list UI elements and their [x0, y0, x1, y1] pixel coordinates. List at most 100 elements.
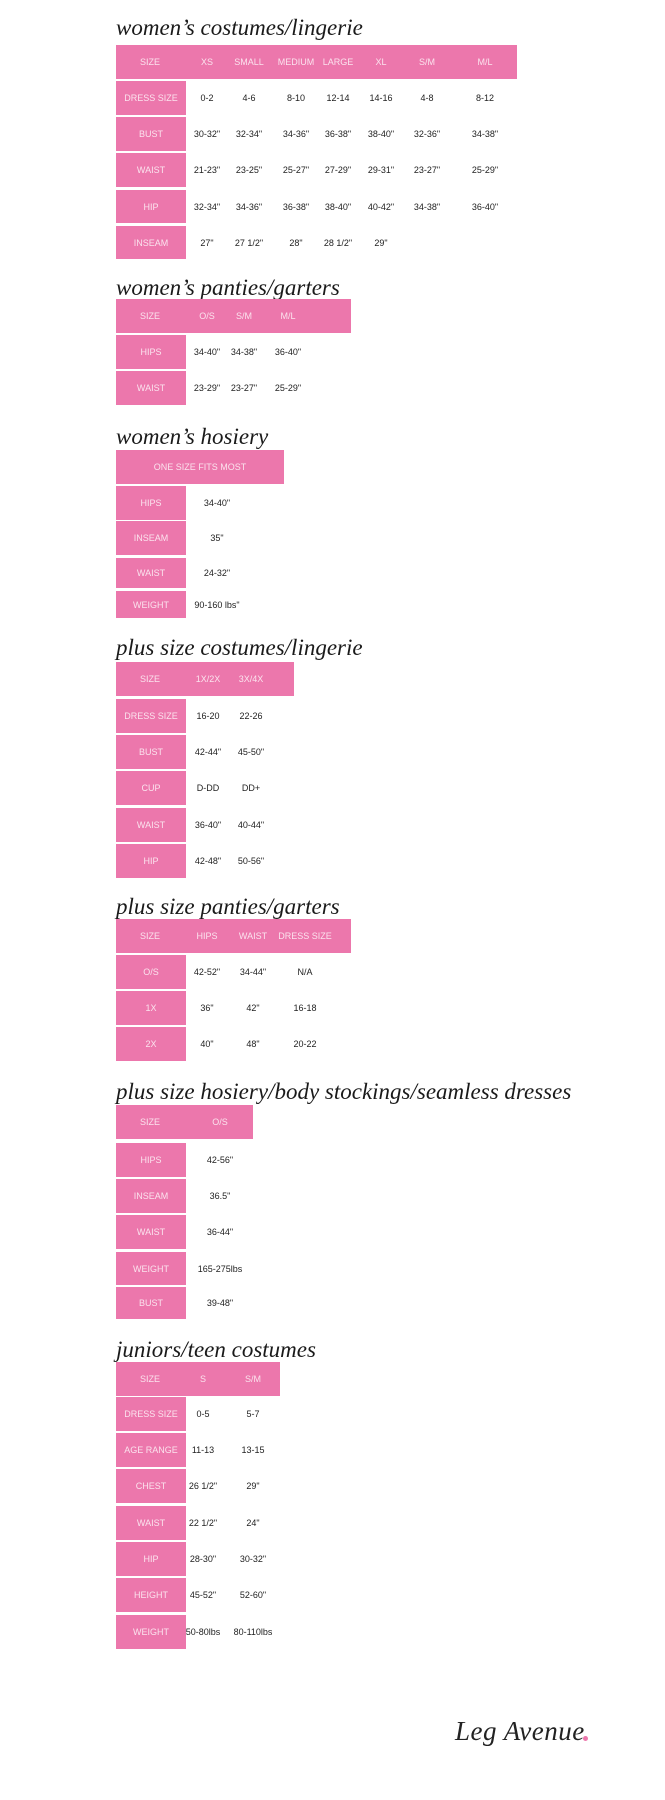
table-cell: 22-26	[239, 711, 263, 721]
row-label: HIPS	[140, 1155, 162, 1165]
table-cell: 34-36"	[235, 201, 263, 212]
header-size-label: SIZE	[139, 1374, 161, 1384]
table-cell: 5-7	[246, 1409, 260, 1419]
table-cell: 30-32"	[193, 129, 221, 139]
header-cell: M/L	[280, 311, 296, 321]
table-cell: 45-52"	[189, 1590, 217, 1600]
row-label: BUST	[138, 747, 164, 757]
table-cell: 23-25"	[235, 165, 263, 175]
row-label-cell	[116, 699, 186, 733]
row-label: WAIST	[136, 1518, 166, 1528]
header-size-label: SIZE	[139, 1117, 161, 1127]
row-label: DRESS SIZE	[124, 1409, 178, 1419]
row-label: HIP	[143, 1554, 159, 1564]
table-cell: 42-48"	[194, 856, 222, 866]
table-cell: 38-40"	[367, 129, 395, 139]
table-cell: 27 1/2"	[234, 237, 264, 248]
table-cell: 28"	[289, 237, 303, 248]
row-label-cell	[116, 486, 186, 520]
table-cell: N/A	[297, 967, 313, 977]
table-cell: 29"	[374, 237, 388, 248]
table-header-bar	[116, 1105, 253, 1139]
table-cell: 35"	[210, 533, 224, 543]
table-cell: 25-29"	[274, 383, 302, 393]
table-cell: 0-2	[200, 93, 214, 103]
table-cell: 42-56"	[206, 1155, 234, 1165]
section-title: women’s hosiery	[116, 424, 269, 449]
row-label: WEIGHT	[133, 1627, 169, 1637]
table-cell: 34-38"	[230, 347, 258, 357]
section-title: women’s costumes/lingerie	[116, 15, 363, 40]
row-label: WAIST	[136, 165, 166, 175]
header-cell: XL	[375, 57, 387, 67]
row-label-cell	[116, 1287, 186, 1319]
table-cell: 32-34"	[193, 201, 221, 212]
table-header-bar	[116, 45, 517, 79]
table-cell: 36-40"	[194, 820, 222, 830]
table-cell: 42"	[246, 1003, 260, 1013]
table-cell: 42-44"	[194, 747, 222, 757]
row-label-cell	[116, 771, 186, 805]
table-cell: 34-36"	[282, 129, 310, 139]
row-label: AGE RANGE	[124, 1445, 178, 1455]
row-label: HIP	[143, 201, 159, 212]
row-label: WAIST	[136, 383, 166, 393]
row-label-cell	[116, 991, 186, 1025]
header-cell: S/M	[418, 57, 436, 67]
header-cell: M/L	[477, 57, 493, 67]
row-label-cell	[116, 1578, 186, 1612]
row-label-cell	[116, 371, 186, 405]
table-cell: 4-6	[242, 93, 256, 103]
table-cell: 36-44"	[206, 1227, 234, 1237]
table-cell: 26 1/2"	[188, 1481, 218, 1491]
row-label-cell	[116, 558, 186, 588]
logo-heart-icon	[583, 1736, 588, 1741]
table-cell: 0-5	[196, 1409, 210, 1419]
header-size-label: SIZE	[139, 311, 161, 321]
row-label-cell	[116, 1433, 186, 1467]
row-label-cell	[116, 190, 186, 223]
row-label-cell	[116, 521, 186, 555]
table-cell: 25-29"	[471, 165, 499, 175]
row-label-cell	[116, 955, 186, 989]
row-label: WEIGHT	[133, 1263, 169, 1274]
row-label: INSEAM	[133, 1191, 169, 1201]
header-cell: S/M	[235, 311, 253, 321]
table-cell: 34-44"	[239, 967, 267, 977]
row-label: HIPS	[140, 498, 162, 508]
table-cell: 30-32"	[239, 1554, 267, 1564]
table-cell: 32-36"	[413, 129, 441, 139]
row-label: O/S	[143, 967, 159, 977]
row-label-cell	[116, 1143, 186, 1177]
section-title: plus size hosiery/body stockings/seamles…	[116, 1079, 572, 1104]
row-label: WEIGHT	[133, 599, 169, 610]
table-cell: 27"	[200, 237, 214, 248]
table-cell: 24"	[246, 1518, 260, 1528]
row-label-cell	[116, 1397, 186, 1431]
section-title: plus size panties/garters	[116, 894, 340, 919]
table-header-bar	[116, 662, 294, 696]
header-size-label: SIZE	[139, 57, 161, 67]
leg-avenue-logo: Leg Avenue	[455, 1716, 585, 1746]
row-label-cell	[116, 1252, 186, 1285]
table-cell: 42-52"	[193, 967, 221, 977]
table-cell: 8-12	[475, 93, 495, 103]
header-cell: LARGE	[322, 57, 354, 67]
header-cell: O/S	[199, 311, 215, 321]
header-cell: XS	[200, 57, 214, 67]
table-cell: 36-40"	[274, 347, 302, 357]
table-cell: 12-14	[326, 93, 350, 103]
row-label-cell	[116, 1542, 186, 1576]
row-label-cell	[116, 1027, 186, 1061]
header-size-label: SIZE	[139, 931, 161, 941]
table-header-bar	[116, 299, 351, 333]
table-header-bar	[116, 1362, 280, 1396]
row-label: DRESS SIZE	[124, 711, 178, 721]
row-label-cell	[116, 844, 186, 878]
header-cell: 3X/4X	[238, 674, 264, 684]
table-header-bar	[116, 450, 284, 484]
table-cell: 34-38"	[471, 129, 499, 139]
row-label-cell	[116, 81, 186, 115]
section-title: juniors/teen costumes	[116, 1337, 316, 1362]
header-cell: S	[199, 1374, 207, 1384]
